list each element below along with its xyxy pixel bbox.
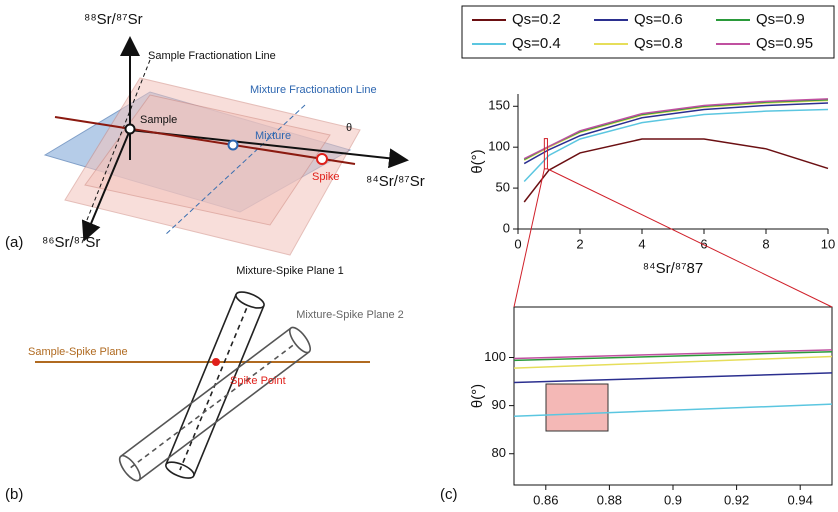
y-tick-label: 100 xyxy=(484,349,506,364)
label: Sample-Spike Plane xyxy=(28,346,128,358)
y-tick-label: 90 xyxy=(492,397,506,412)
zoom-connector xyxy=(513,168,545,308)
y-tick-label: 80 xyxy=(492,445,506,460)
panel-b: Mixture-Spike Plane 1 Mixture-Spike Plan… xyxy=(5,265,404,503)
legend-label: Qs=0.6 xyxy=(634,11,683,28)
y-axis-label: θ(°) xyxy=(469,149,486,173)
y-axis-label: θ(°) xyxy=(469,384,486,408)
legend-label: Qs=0.2 xyxy=(512,11,561,28)
axis-arrow xyxy=(81,129,131,242)
sample-spike-line xyxy=(54,116,356,165)
series-line xyxy=(523,138,829,203)
mixture-point xyxy=(227,139,239,151)
x-tick-label: 0.9 xyxy=(664,492,682,507)
spike-point xyxy=(316,153,328,165)
label: Spike xyxy=(312,171,340,183)
label: Mixture-Spike Plane 1 xyxy=(236,265,344,277)
label: Sample xyxy=(140,114,177,126)
zoom-connector xyxy=(547,168,833,308)
label: Mixture xyxy=(255,130,291,142)
x-tick-label: 6 xyxy=(700,236,707,251)
series-line xyxy=(523,108,829,183)
panel-label: (c) xyxy=(440,486,458,503)
x-tick-label: 2 xyxy=(576,236,583,251)
legend-label: Qs=0.8 xyxy=(634,35,683,52)
label: Mixture-Spike Plane 2 xyxy=(296,309,404,321)
y-tick-label: 50 xyxy=(496,180,510,195)
spike-point xyxy=(212,358,220,366)
y-tick-label: 0 xyxy=(503,220,510,235)
label: Mixture Fractionation Line xyxy=(250,84,377,96)
legend-label: Qs=0.95 xyxy=(756,35,813,52)
y-tick-label: 150 xyxy=(488,98,510,113)
x-tick-label: 8 xyxy=(762,236,769,251)
cylinder xyxy=(118,326,312,482)
series-line xyxy=(523,98,829,160)
sample-point xyxy=(124,123,136,135)
x-tick-label: 0.94 xyxy=(788,492,813,507)
series-line xyxy=(523,102,829,165)
x-tick-label: 0.88 xyxy=(597,492,622,507)
series-line xyxy=(513,372,833,384)
series-line xyxy=(513,350,833,362)
inset-box xyxy=(545,383,609,432)
panel-a: ⁸⁸Sr/⁸⁷Sr Sample Fractionation Line Mixt… xyxy=(5,11,425,256)
x-tick-label: 10 xyxy=(821,236,835,251)
x-tick-label: 0.86 xyxy=(533,492,558,507)
axis-label: ⁸⁸Sr/⁸⁷Sr xyxy=(84,11,143,28)
axis-label: ⁸⁴Sr/⁸⁷Sr xyxy=(366,173,425,190)
x-tick-label: 0.92 xyxy=(724,492,749,507)
series-line xyxy=(513,355,833,369)
y-tick-label: 100 xyxy=(488,139,510,154)
label: θ xyxy=(346,122,352,134)
label: Sample Fractionation Line xyxy=(148,50,276,62)
zoom-box xyxy=(543,138,548,170)
series-line xyxy=(513,349,833,360)
x-tick-label: 0 xyxy=(514,236,521,251)
x-tick-label: 4 xyxy=(638,236,645,251)
axis-label: ⁸⁶Sr/⁸⁷Sr xyxy=(42,234,100,251)
panel-label: (b) xyxy=(5,486,23,503)
label: Spike Point xyxy=(230,375,286,387)
legend-label: Qs=0.9 xyxy=(756,11,805,28)
legend-label: Qs=0.4 xyxy=(512,35,561,52)
x-axis-label: ⁸⁴Sr/⁸⁷87 xyxy=(643,260,703,277)
panel-label: (a) xyxy=(5,234,23,251)
series-line xyxy=(513,403,833,417)
sample-fractionation-line xyxy=(84,59,151,226)
legend-box xyxy=(461,5,835,59)
